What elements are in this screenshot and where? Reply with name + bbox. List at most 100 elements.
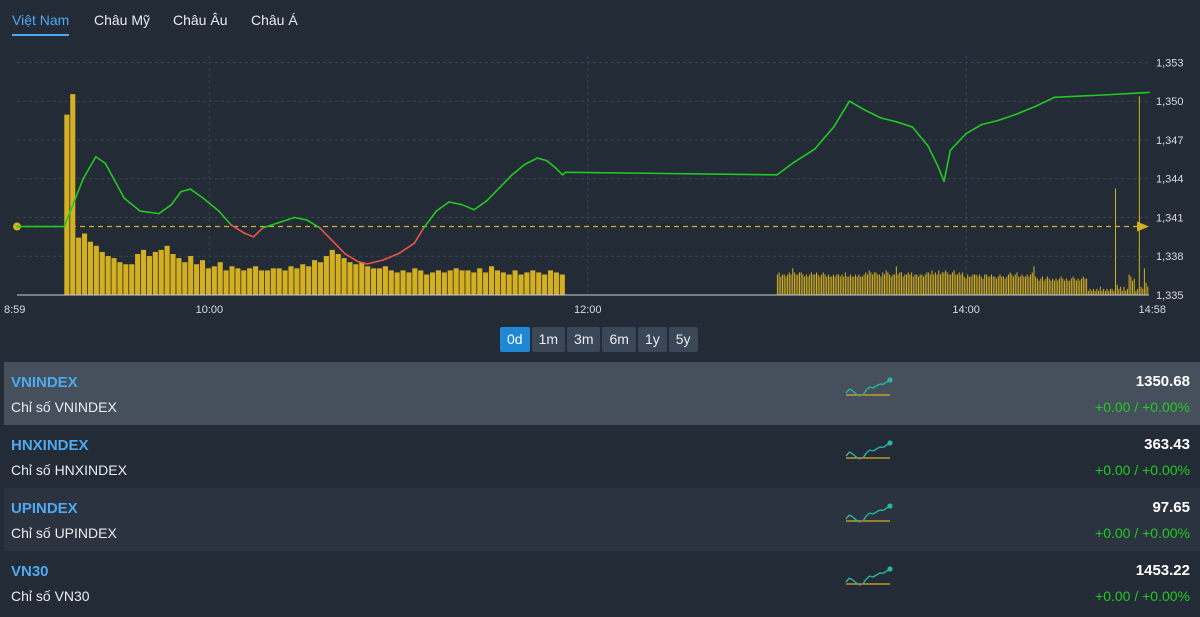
sparkline-segment bbox=[882, 381, 888, 385]
volume-bar bbox=[1123, 286, 1125, 295]
tab-chau-a[interactable]: Châu Á bbox=[251, 12, 298, 28]
volume-bar bbox=[917, 276, 919, 295]
index-code[interactable]: UPINDEX bbox=[11, 500, 78, 517]
volume-bar bbox=[329, 249, 335, 295]
index-code[interactable]: VN30 bbox=[11, 563, 49, 580]
y-tick-label: 1,341 bbox=[1156, 212, 1184, 224]
sparkline-segment bbox=[882, 444, 888, 448]
index-code[interactable]: HNXINDEX bbox=[11, 437, 89, 454]
volume-bar bbox=[70, 94, 76, 295]
volume-bar bbox=[1145, 282, 1147, 295]
index-row-vn30[interactable]: VN30 Chỉ số VN30 1453.22 +0.00 / +0.00% bbox=[4, 551, 1200, 614]
volume-bar bbox=[105, 256, 111, 295]
sparkline-end-dot bbox=[887, 566, 893, 572]
sparkline-segment bbox=[872, 574, 877, 578]
volume-bar bbox=[858, 274, 860, 295]
volume-bar bbox=[894, 274, 896, 295]
volume-bar bbox=[258, 270, 265, 295]
volume-bar bbox=[447, 270, 453, 295]
volume-bar bbox=[853, 276, 855, 295]
volume-bar bbox=[353, 264, 359, 295]
price-line-segment bbox=[331, 239, 346, 255]
volume-bar bbox=[164, 245, 170, 295]
sparkline-segment bbox=[876, 509, 881, 513]
volume-bar bbox=[963, 276, 965, 295]
volume-bar bbox=[955, 274, 957, 295]
volume-bar bbox=[923, 276, 925, 295]
volume-bar bbox=[838, 274, 840, 295]
index-change: +0.00 / +0.00% bbox=[1095, 588, 1190, 604]
index-change: +0.00 / +0.00% bbox=[1095, 525, 1190, 541]
volume-bar bbox=[785, 276, 787, 295]
volume-bar bbox=[1072, 276, 1074, 295]
volume-bar bbox=[341, 258, 347, 295]
tab-chau-my[interactable]: Châu Mỹ bbox=[94, 12, 151, 28]
volume-bar bbox=[1140, 286, 1142, 295]
volume-bar bbox=[176, 258, 182, 295]
volume-bar bbox=[843, 276, 845, 295]
sparkline-segment bbox=[845, 514, 850, 520]
sparkline-segment bbox=[849, 451, 854, 455]
volume-bar bbox=[1006, 276, 1008, 295]
volume-bar bbox=[929, 274, 931, 295]
volume-bar bbox=[953, 270, 955, 295]
volume-bar bbox=[802, 274, 804, 295]
volume-bar bbox=[1070, 278, 1072, 295]
volume-bar bbox=[1089, 288, 1091, 295]
volume-bar bbox=[559, 274, 565, 295]
intraday-chart[interactable]: 1,353 1,350 1,347 1,344 1,341 1,338 1,335 8:59 1… bbox=[0, 44, 1200, 324]
volume-bar bbox=[264, 270, 270, 295]
range-button-1y[interactable]: 1y bbox=[637, 327, 667, 352]
volume-bar bbox=[968, 276, 970, 295]
index-name: Chỉ số VNINDEX bbox=[11, 399, 117, 415]
volume-bar bbox=[300, 264, 306, 295]
volume-bar bbox=[885, 270, 887, 295]
volume-bar bbox=[123, 264, 129, 295]
sparkline-segment bbox=[862, 578, 867, 585]
volume-bar bbox=[1132, 280, 1134, 295]
index-row-vnindex[interactable]: VNINDEX Chỉ số VNINDEX 1350.68 +0.00 / +… bbox=[4, 362, 1200, 425]
volume-bar bbox=[483, 272, 489, 295]
range-button-0d[interactable]: 0d bbox=[500, 327, 530, 352]
volume-bar bbox=[1104, 290, 1106, 295]
price-line-segment bbox=[218, 210, 233, 227]
volume-bar bbox=[129, 264, 135, 295]
volume-bar bbox=[912, 276, 914, 295]
volume-bar bbox=[536, 272, 542, 295]
volume-bar bbox=[921, 274, 923, 295]
volume-bar bbox=[967, 274, 969, 295]
x-tick-label: 10:00 bbox=[196, 304, 224, 316]
index-code[interactable]: VNINDEX bbox=[11, 374, 78, 391]
price-line-segment bbox=[564, 171, 778, 176]
sparkline-segment bbox=[865, 512, 871, 517]
volume-bar bbox=[902, 276, 904, 295]
price-line-segment bbox=[880, 117, 898, 123]
volume-bar bbox=[418, 270, 424, 295]
volume-bar bbox=[1137, 288, 1139, 295]
range-button-3m[interactable]: 3m bbox=[567, 327, 601, 352]
volume-bar bbox=[1094, 290, 1096, 295]
volume-bar bbox=[294, 268, 300, 295]
tab-viet-nam[interactable]: Việt Nam bbox=[12, 12, 70, 36]
volume-bar bbox=[1050, 280, 1052, 295]
index-list: VNINDEX Chỉ số VNINDEX 1350.68 +0.00 / +… bbox=[4, 362, 1200, 614]
volume-bar bbox=[849, 274, 851, 295]
volume-bar bbox=[435, 270, 441, 295]
volume-bar bbox=[945, 270, 947, 295]
index-row-upindex[interactable]: UPINDEX Chỉ số UPINDEX 97.65 +0.00 / +0.… bbox=[4, 488, 1200, 551]
volume-bar bbox=[1033, 266, 1035, 295]
price-line-segment bbox=[243, 232, 255, 238]
volume-bar bbox=[788, 272, 790, 295]
index-row-hnxindex[interactable]: HNXINDEX Chỉ số HNXINDEX 363.43 +0.00 / … bbox=[4, 425, 1200, 488]
volume-bar bbox=[839, 276, 841, 295]
volume-bar bbox=[938, 270, 940, 295]
range-button-5y[interactable]: 5y bbox=[668, 327, 698, 352]
range-button-1m[interactable]: 1m bbox=[531, 327, 566, 352]
volume-bar bbox=[1101, 290, 1103, 295]
tab-chau-au[interactable]: Châu Âu bbox=[173, 12, 228, 28]
volume-bar bbox=[253, 266, 259, 295]
volume-bar bbox=[1028, 276, 1030, 295]
volume-bar bbox=[900, 272, 902, 295]
volume-bar bbox=[940, 274, 942, 295]
range-button-6m[interactable]: 6m bbox=[602, 327, 636, 352]
